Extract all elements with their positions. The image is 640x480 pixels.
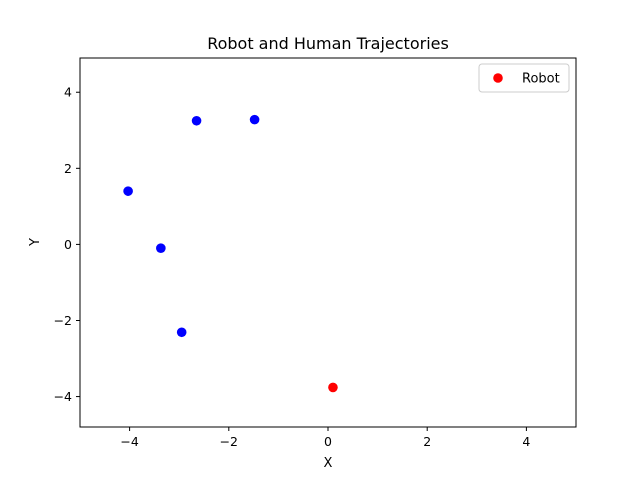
human-point: [176, 327, 187, 338]
y-tick-label: 0: [64, 237, 72, 252]
x-tick-label: 2: [423, 434, 431, 449]
plot-area: [79, 57, 577, 428]
x-tick-label: −2: [220, 434, 238, 449]
y-tick-label: −2: [54, 313, 72, 328]
human-point: [156, 243, 166, 254]
x-axis-ticks: −4 −2 0 2 4: [120, 427, 530, 449]
human-point: [123, 186, 133, 196]
legend-marker: [493, 73, 503, 83]
legend-box: [478, 63, 570, 93]
data-points: [123, 114, 338, 393]
human-point: [249, 114, 260, 125]
x-axis-label: X: [324, 456, 333, 471]
x-tick-label: −4: [120, 434, 138, 449]
robot-point: [328, 382, 338, 393]
legend-label: Robot: [522, 72, 560, 87]
x-tick-label: 0: [324, 434, 332, 449]
x-tick-label: 4: [522, 434, 530, 449]
legend: Robot: [478, 63, 570, 93]
human-point: [191, 115, 202, 126]
y-tick-label: −4: [54, 389, 72, 404]
y-axis-ticks: −4 −2 0 2 4: [54, 85, 80, 404]
y-tick-label: 2: [64, 161, 72, 176]
chart-title: Robot and Human Trajectories: [207, 34, 449, 53]
y-axis-label: Y: [28, 238, 43, 247]
y-tick-label: 4: [64, 85, 72, 100]
